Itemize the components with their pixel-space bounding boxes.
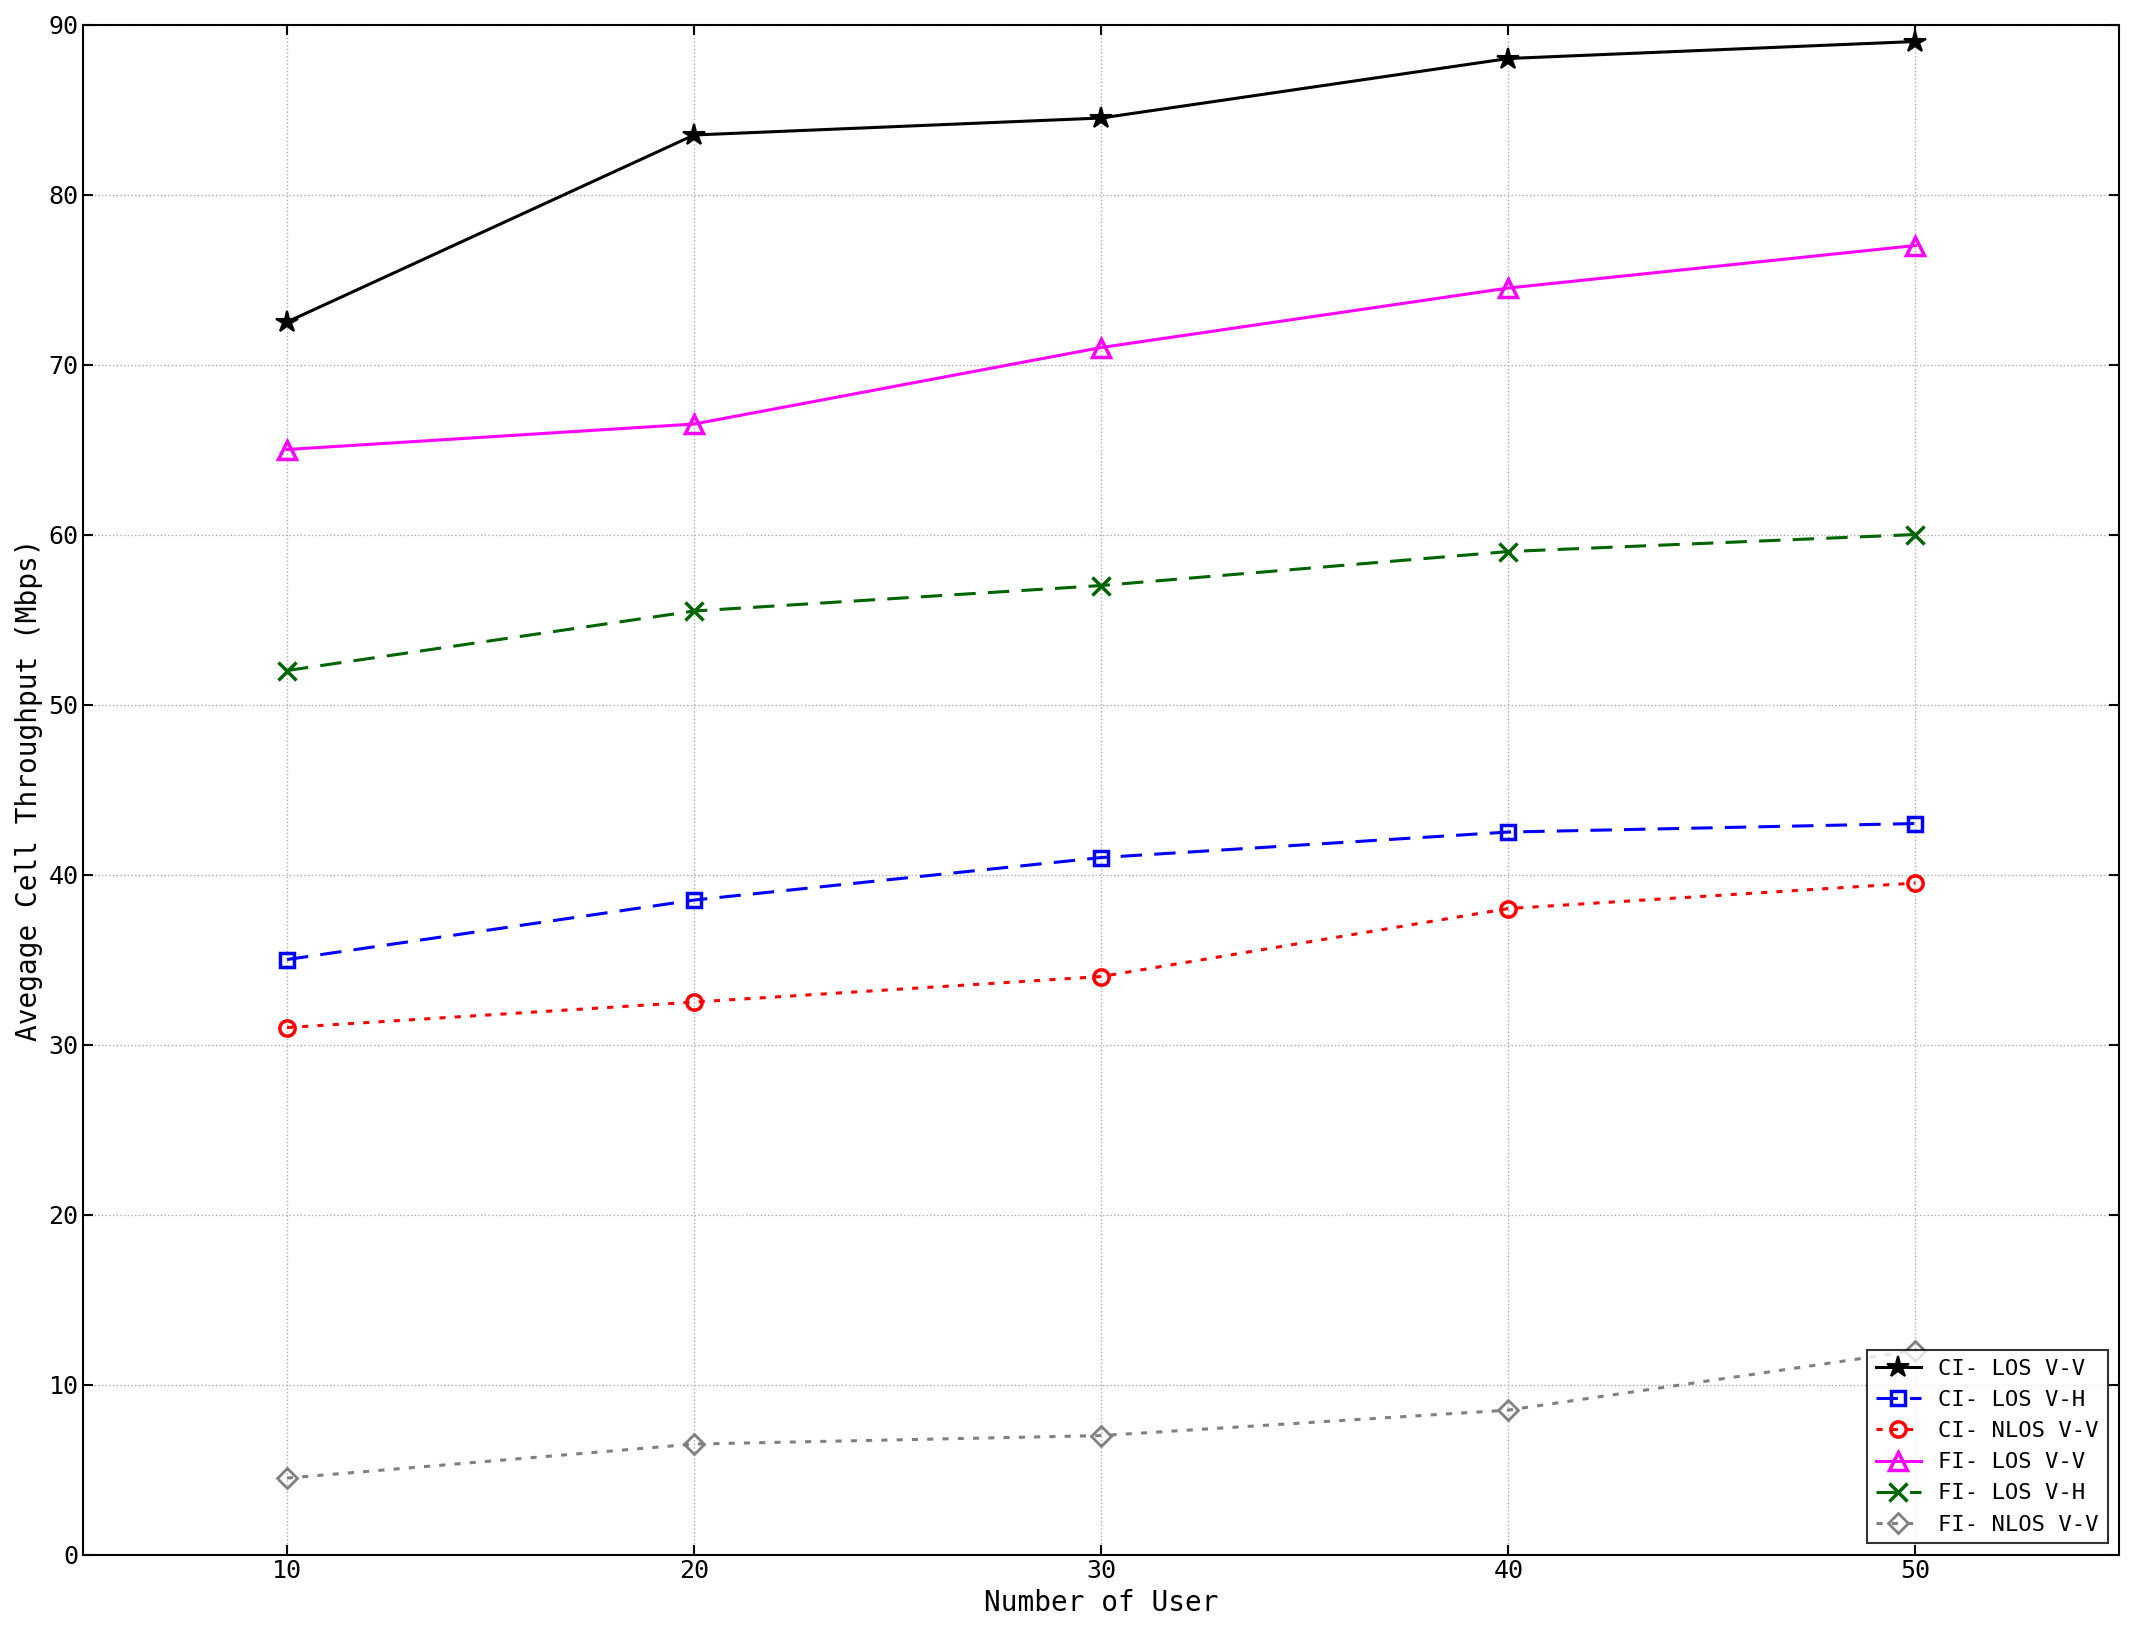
CI- LOS V-V [1904,31,1929,51]
Y-axis label: Avegage Cell Throughput (Mbps): Avegage Cell Throughput (Mbps) [15,539,43,1041]
CI- LOS V-H [681,889,706,909]
FI- LOS V-V [1904,235,1929,255]
Line: FI- NLOS V-V: FI- NLOS V-V [280,1343,1923,1485]
Line: FI- LOS V-V: FI- LOS V-V [277,237,1925,459]
FI- LOS V-H [681,601,706,620]
Line: CI- NLOS V-V: CI- NLOS V-V [280,875,1923,1035]
CI- LOS V-V [1496,49,1522,69]
CI- LOS V-V [681,126,706,145]
Line: FI- LOS V-H: FI- LOS V-H [277,526,1925,679]
CI- LOS V-V [273,312,299,331]
CI- NLOS V-V [1088,966,1114,986]
FI- NLOS V-V [273,1469,299,1488]
CI- LOS V-H [1088,847,1114,867]
FI- LOS V-H [1904,526,1929,545]
FI- LOS V-V [273,439,299,459]
FI- LOS V-H [1088,576,1114,596]
FI- NLOS V-V [681,1435,706,1454]
CI- LOS V-V [1088,108,1114,127]
FI- NLOS V-V [1088,1426,1114,1446]
FI- NLOS V-V [1496,1400,1522,1420]
CI- NLOS V-V [1904,873,1929,893]
Legend: CI- LOS V-V, CI- LOS V-H, CI- NLOS V-V, FI- LOS V-V, FI- LOS V-H, FI- NLOS V-V: CI- LOS V-V, CI- LOS V-H, CI- NLOS V-V, … [1867,1350,2108,1544]
FI- LOS V-V [1088,338,1114,357]
CI- LOS V-H [1496,823,1522,842]
CI- NLOS V-V [273,1018,299,1038]
FI- LOS V-H [1496,542,1522,561]
CI- LOS V-H [1904,814,1929,834]
X-axis label: Number of User: Number of User [984,1590,1219,1617]
Line: CI- LOS V-H: CI- LOS V-H [280,816,1923,966]
FI- NLOS V-V [1904,1342,1929,1361]
CI- NLOS V-V [1496,899,1522,919]
FI- LOS V-H [273,661,299,681]
CI- LOS V-H [273,950,299,969]
FI- LOS V-V [1496,277,1522,297]
Line: CI- LOS V-V: CI- LOS V-V [275,31,1927,333]
FI- LOS V-V [681,415,706,434]
CI- NLOS V-V [681,992,706,1012]
